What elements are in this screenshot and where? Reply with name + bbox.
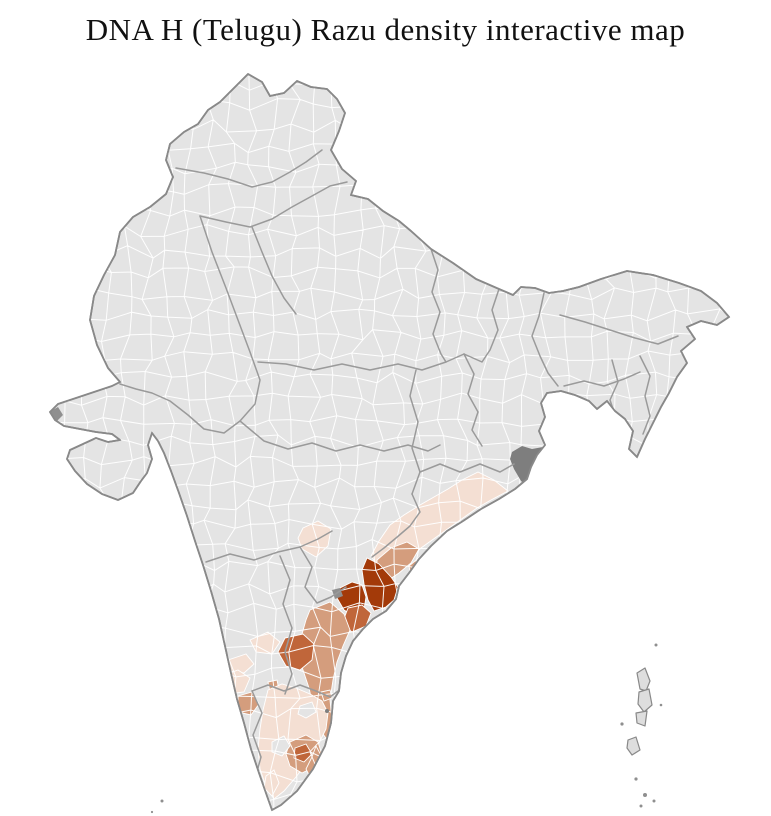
small-island-dot (634, 777, 638, 781)
small-island-dot (643, 793, 647, 797)
small-island-dot (654, 643, 658, 647)
andaman-island[interactable] (626, 736, 641, 756)
chennai-urban-dot (325, 709, 329, 713)
state-border-7 (409, 369, 421, 495)
small-island-dot (659, 703, 663, 707)
state-border-14 (251, 684, 339, 698)
small-island-dot (639, 804, 643, 808)
small-island-dot (150, 810, 154, 814)
east-godavari-district[interactable] (361, 557, 399, 612)
andaman-island[interactable] (635, 710, 648, 727)
state-border-20 (430, 248, 447, 363)
state-border-9 (371, 493, 421, 558)
state-border-17 (559, 314, 679, 345)
karnataka-patch-2[interactable] (223, 701, 241, 720)
state-border-8 (419, 463, 515, 473)
state-border-4 (257, 353, 465, 371)
small-island-dot (620, 722, 624, 726)
state-border-21 (463, 288, 500, 363)
tn-gray-patch-2[interactable] (297, 701, 317, 719)
state-border-6 (239, 420, 441, 452)
state-border-3 (251, 226, 297, 315)
small-island-dot (160, 799, 164, 803)
state-border-16 (563, 371, 641, 387)
small-island-dot (652, 799, 656, 803)
state-border-11 (279, 555, 293, 695)
state-border-0 (175, 149, 323, 188)
state-border-5 (463, 353, 483, 447)
india-landmass[interactable] (48, 72, 731, 812)
state-border-19 (639, 355, 651, 435)
andaman-island[interactable] (636, 667, 651, 692)
delta-islet (527, 490, 531, 494)
state-border-12 (299, 546, 347, 604)
page-title: DNA H (Telugu) Razu density interactive … (85, 12, 686, 47)
india-outline (49, 73, 730, 811)
andaman-island[interactable] (637, 688, 653, 713)
state-border-1 (199, 181, 348, 228)
state-borders (119, 149, 679, 798)
state-border-10 (205, 530, 333, 563)
delta-islet (518, 488, 522, 492)
island-groups[interactable] (150, 643, 663, 814)
state-border-15 (531, 292, 559, 387)
delta-islet (535, 486, 539, 490)
